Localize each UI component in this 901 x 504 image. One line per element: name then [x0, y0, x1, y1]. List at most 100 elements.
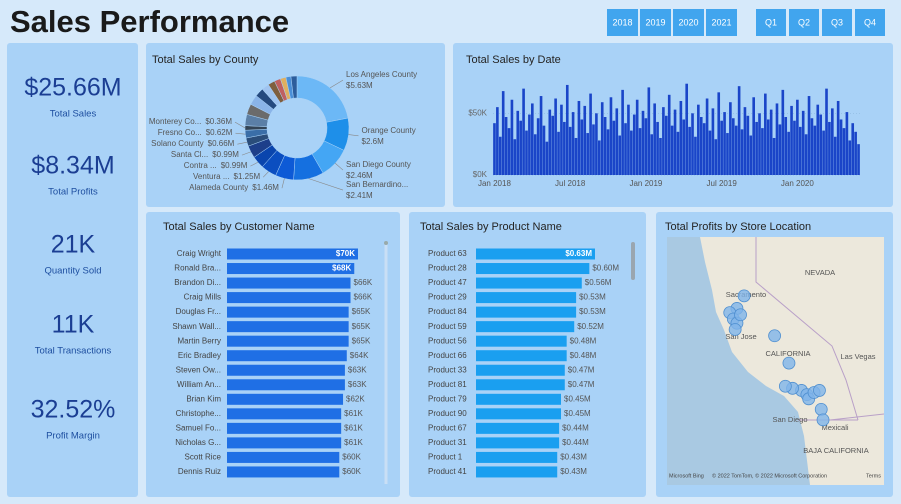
y-tick-label: Product 63 [428, 249, 467, 258]
filter-button[interactable]: 2018 [607, 9, 638, 36]
bar [476, 263, 590, 275]
bar [772, 137, 776, 175]
bar [737, 86, 741, 175]
button-bg[interactable] [822, 9, 852, 36]
place-label: BAJA CALIFORNIA [803, 446, 868, 455]
scrollbar-thumb[interactable] [384, 241, 388, 245]
button-label[interactable]: Q1 [765, 17, 777, 27]
bar [476, 466, 558, 478]
category-label: San Diego County [346, 160, 411, 169]
value-label: $0.99M [212, 150, 239, 159]
button-bg[interactable] [607, 9, 638, 36]
pie-label: Ventura ... $1.25M [193, 172, 260, 181]
map-bubble[interactable] [782, 356, 796, 370]
filter-button[interactable]: Q4 [855, 9, 885, 36]
bar [580, 119, 584, 175]
value-label: $62K [346, 394, 365, 403]
bar [653, 103, 656, 175]
kpi-label: Total Profits [48, 187, 98, 198]
button-bg[interactable] [789, 9, 819, 36]
y-tick-label: Product 31 [428, 438, 467, 447]
value-label: $0.53M [579, 307, 606, 316]
bar [796, 99, 799, 175]
bar [714, 139, 718, 175]
y-tick-label: Product 59 [428, 322, 467, 331]
filter-button[interactable]: Q2 [789, 9, 819, 36]
bar [603, 117, 607, 175]
map-bubble[interactable] [813, 384, 826, 397]
y-tick-label: Craig Mills [184, 293, 221, 302]
filter-button[interactable]: Q1 [756, 9, 786, 36]
map-bubble[interactable] [768, 329, 782, 343]
kpi-value: $25.66M [24, 74, 121, 102]
bar [769, 109, 773, 175]
bar [699, 117, 703, 175]
value-label: $65K [352, 336, 371, 345]
bar [857, 144, 860, 175]
place-label: San Jose [725, 332, 756, 341]
button-bg[interactable] [706, 9, 737, 36]
bar [560, 104, 563, 175]
map-bubble[interactable] [816, 413, 830, 427]
bar [496, 107, 499, 175]
y-tick-label: Product 66 [428, 351, 467, 360]
value-label: $0.66M [208, 139, 235, 148]
bar [632, 114, 636, 175]
button-bg[interactable] [673, 9, 704, 36]
map-bubble[interactable] [728, 323, 742, 336]
map-bubble[interactable] [737, 289, 751, 303]
bar [740, 129, 744, 175]
button-bg[interactable] [855, 9, 885, 36]
x-tick-label: Jan 2019 [629, 179, 662, 188]
bar [525, 130, 528, 175]
bar [227, 306, 349, 318]
bar [227, 466, 340, 478]
leader-line [262, 171, 269, 178]
pie-slice [290, 75, 298, 99]
button-label[interactable]: 2020 [678, 17, 698, 27]
value-label: $66K [354, 293, 373, 302]
bar [638, 128, 642, 175]
map-bubble[interactable] [814, 402, 828, 416]
filter-button[interactable]: Q3 [822, 9, 852, 36]
value-label: $0.63M [565, 249, 592, 258]
button-label[interactable]: Q2 [798, 17, 810, 27]
bar [227, 277, 351, 289]
button-label[interactable]: Q4 [864, 17, 876, 27]
button-label[interactable]: Q3 [831, 17, 843, 27]
y-tick-label: Brian Kim [186, 394, 221, 403]
filter-button[interactable]: 2021 [706, 9, 737, 36]
bar [227, 350, 347, 362]
button-bg[interactable] [640, 9, 671, 36]
bar [717, 92, 721, 175]
filter-button[interactable]: 2019 [640, 9, 671, 36]
y-tick-label: Douglas Fr... [176, 307, 221, 316]
value-label: $0.43M [560, 467, 587, 476]
filter-button[interactable]: 2020 [673, 9, 704, 36]
button-label[interactable]: 2021 [711, 17, 731, 27]
button-bg[interactable] [756, 9, 786, 36]
bar [752, 97, 755, 175]
value-label: $61K [344, 409, 363, 418]
x-tick-label: Jan 2018 [478, 179, 511, 188]
bar [476, 321, 575, 333]
button-label[interactable]: 2018 [612, 17, 632, 27]
bar [816, 104, 820, 175]
bar [476, 335, 567, 347]
map-bubble[interactable] [734, 308, 747, 322]
leader-line [235, 132, 246, 135]
bar [682, 119, 686, 175]
button-label[interactable]: 2019 [645, 17, 665, 27]
bar [510, 99, 514, 175]
y-tick-label: Steven Ow... [176, 365, 221, 374]
bar [833, 136, 837, 175]
value-label: $0.99M [221, 161, 248, 170]
bar [504, 117, 508, 175]
value-label: $0.62M [206, 128, 233, 137]
scrollbar-thumb[interactable] [631, 242, 635, 280]
bar [227, 379, 345, 391]
category-label: Monterey Co... [149, 117, 201, 126]
map-bubble[interactable] [778, 379, 792, 393]
bar [801, 110, 805, 175]
